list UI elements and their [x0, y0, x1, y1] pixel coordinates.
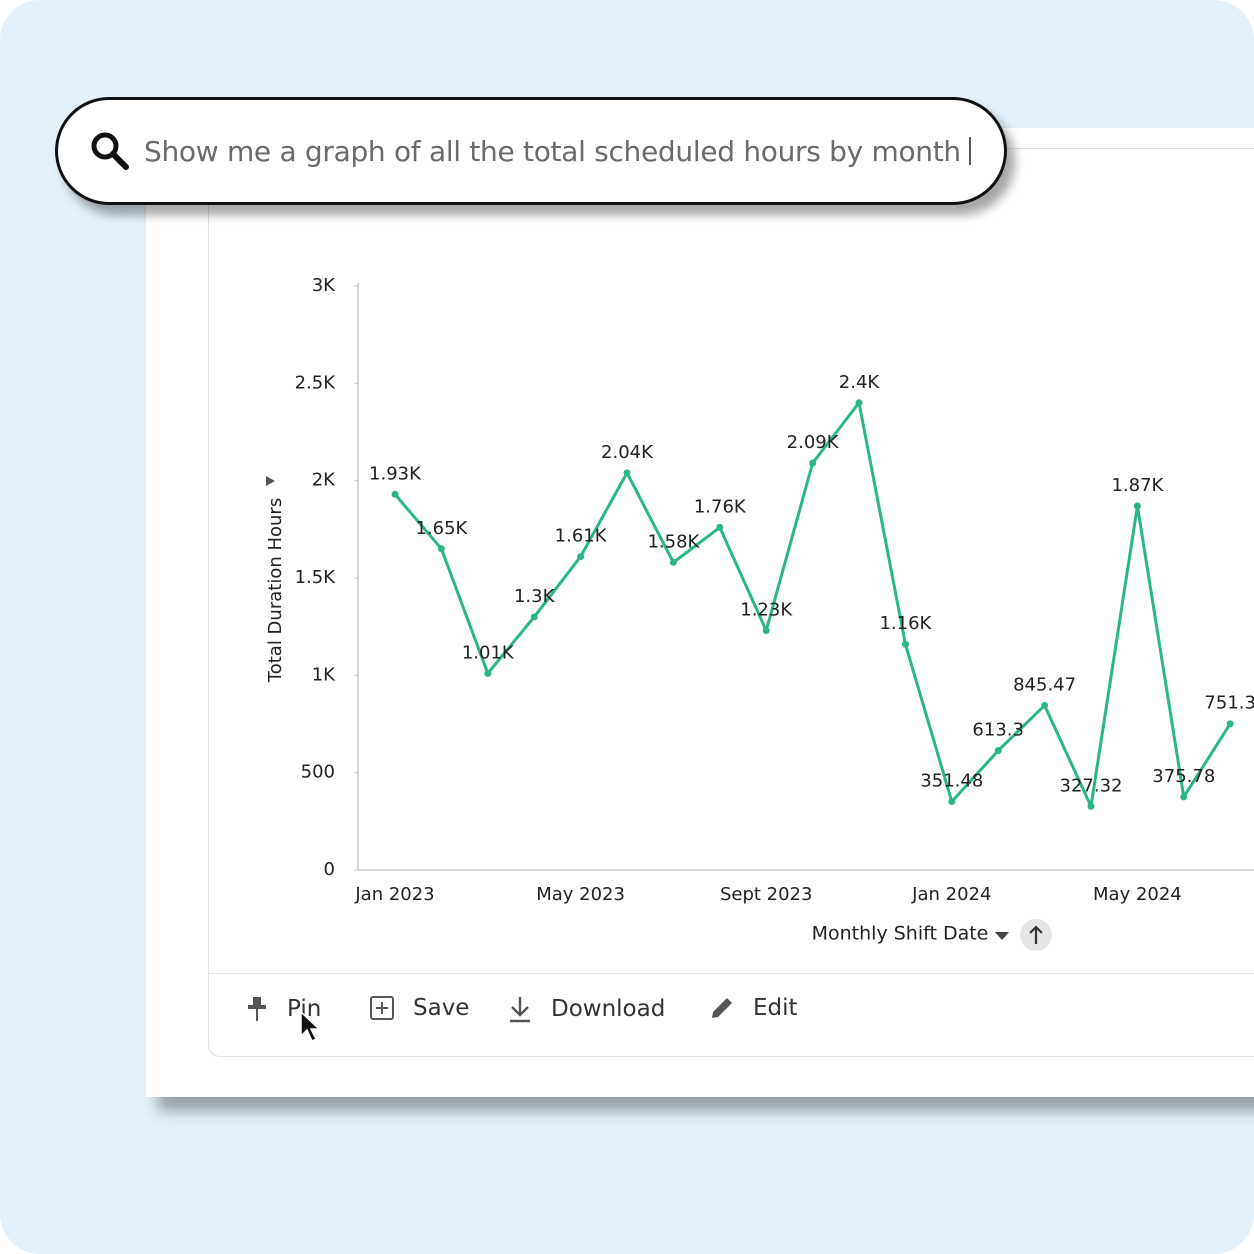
pin-button[interactable]: Pin — [245, 995, 321, 1023]
download-icon — [510, 997, 530, 1023]
search-icon — [91, 132, 129, 170]
text-caret — [968, 137, 971, 165]
search-query: Show me a graph of all the total schedul… — [144, 134, 961, 168]
edit-button[interactable]: Edit — [709, 995, 798, 1021]
save-button[interactable]: Save — [369, 995, 469, 1021]
action-label: Download — [551, 996, 666, 1022]
pin-icon — [248, 997, 266, 1021]
mouse-cursor — [300, 1010, 321, 1043]
edit-icon — [712, 998, 732, 1018]
action-label: Edit — [753, 995, 798, 1021]
search-bar[interactable]: Show me a graph of all the total schedul… — [55, 97, 1007, 205]
chart-card — [208, 148, 1254, 1057]
action-label: Save — [413, 995, 470, 1021]
result-panel — [146, 128, 1254, 1097]
download-button[interactable]: Download — [507, 995, 665, 1023]
divider — [208, 973, 1254, 974]
save-icon — [370, 996, 394, 1020]
